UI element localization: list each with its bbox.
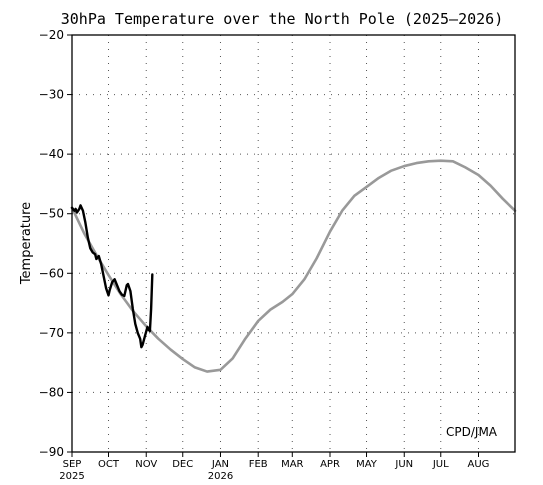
x-tick-label: SEP xyxy=(63,459,82,470)
plot-frame xyxy=(71,34,516,453)
x-tick-label: NOV xyxy=(135,459,157,470)
observed-line xyxy=(70,204,154,349)
x-tick-label: JUL xyxy=(432,459,449,470)
credit-label: CPD/JMA xyxy=(446,425,498,439)
grid-lines xyxy=(72,35,515,452)
y-tick-label: −70 xyxy=(39,326,64,340)
y-tick-label: −80 xyxy=(39,385,64,399)
y-axis-ticks: −20 −30 −40 −50 −60 −70 −80 −90 xyxy=(39,28,72,459)
x-tick-label: JAN xyxy=(211,459,229,470)
y-tick-label: −30 xyxy=(39,88,64,102)
x-tick-year-label: 2026 xyxy=(208,471,233,482)
y-tick-label: −60 xyxy=(39,266,64,280)
x-tick-label: OCT xyxy=(98,459,120,470)
series-group xyxy=(70,159,517,373)
x-tick-year-label: 2025 xyxy=(59,471,84,482)
x-tick-label: MAR xyxy=(281,459,303,470)
x-tick-label: DEC xyxy=(172,459,193,470)
y-tick-label: −20 xyxy=(39,28,64,42)
y-tick-label: −90 xyxy=(39,445,64,459)
x-tick-label: AUG xyxy=(468,459,490,470)
x-tick-label: APR xyxy=(320,459,340,470)
climatology-line xyxy=(70,159,517,373)
y-tick-label: −40 xyxy=(39,147,64,161)
x-tick-label: JUN xyxy=(394,459,413,470)
x-tick-label: FEB xyxy=(249,459,268,470)
chart-title: 30hPa Temperature over the North Pole (2… xyxy=(61,10,504,28)
x-tick-label: MAY xyxy=(356,459,378,470)
y-tick-label: −50 xyxy=(39,207,64,221)
y-axis-label: Temperature xyxy=(19,202,34,285)
